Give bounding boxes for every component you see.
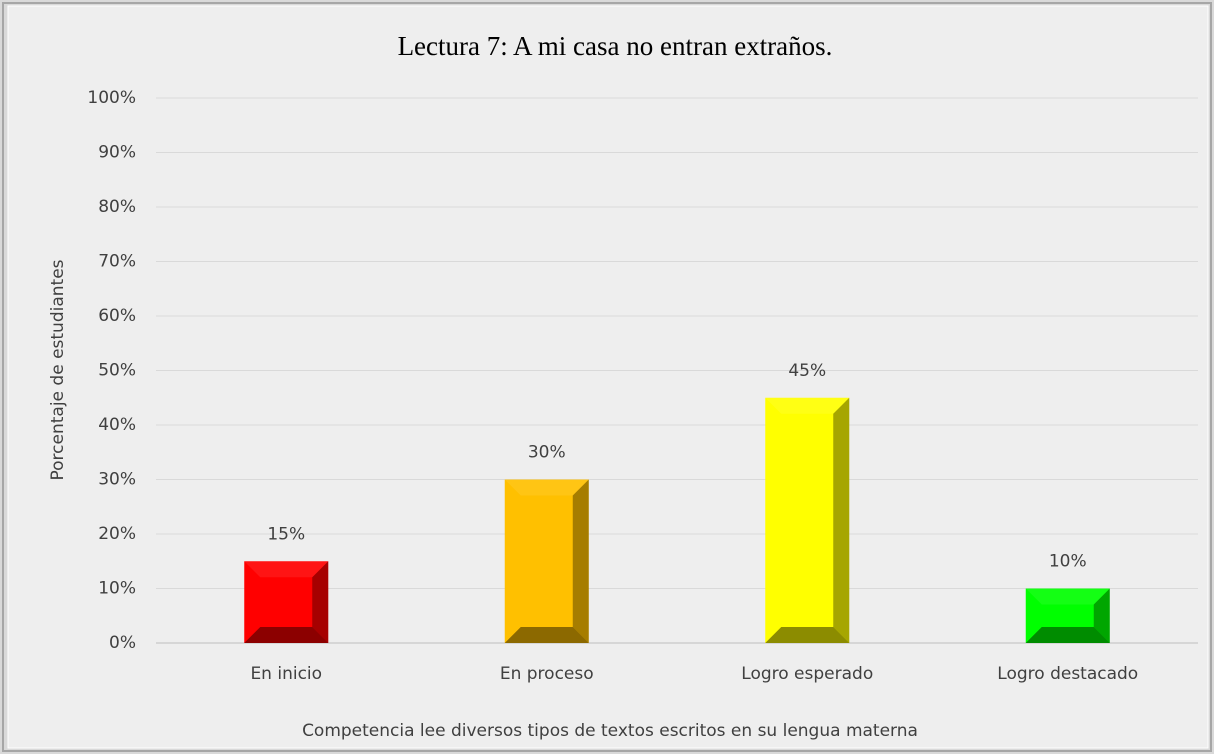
x-tick-label: En proceso — [500, 664, 594, 684]
bar-bevel — [504, 627, 589, 643]
y-tick-label: 20% — [98, 524, 136, 544]
bar-bevel — [1025, 627, 1110, 643]
y-tick-label: 90% — [98, 143, 136, 163]
y-tick-label: 70% — [98, 252, 136, 272]
bar — [765, 397, 850, 643]
bar-bevel — [1025, 588, 1110, 605]
y-tick-label: 10% — [98, 579, 136, 599]
y-tick-label: 80% — [98, 197, 136, 217]
bar-bevel — [244, 561, 329, 578]
bar — [1025, 588, 1110, 643]
x-axis-label: Competencia lee diversos tipos de textos… — [302, 721, 918, 741]
y-tick-label: 50% — [98, 361, 136, 381]
bar — [504, 479, 589, 643]
bar-bevel — [1093, 588, 1110, 643]
x-tick-label: Logro destacado — [997, 664, 1138, 684]
y-tick-label: 60% — [98, 306, 136, 326]
x-tick-label: Logro esperado — [741, 664, 873, 684]
bar-bevel — [833, 397, 850, 643]
bar-bevel — [765, 397, 850, 414]
y-tick-label: 40% — [98, 415, 136, 435]
data-label: 30% — [528, 443, 566, 463]
chart-area — [7, 5, 1209, 749]
bar-bevel — [765, 627, 850, 643]
bar-bevel — [244, 627, 329, 643]
data-label: 10% — [1049, 552, 1087, 572]
chart-title: Lectura 7: A mi casa no entran extraños. — [398, 31, 833, 61]
bar-bevel — [504, 479, 589, 496]
y-tick-label: 100% — [87, 88, 136, 108]
y-tick-label: 30% — [98, 470, 136, 490]
y-tick-label: 0% — [109, 633, 136, 653]
bar-bevel — [572, 479, 589, 643]
x-tick-label: En inicio — [250, 664, 322, 684]
bar — [244, 561, 329, 643]
data-label: 15% — [267, 524, 305, 544]
bar-bevel — [312, 561, 329, 643]
data-label: 45% — [788, 361, 826, 381]
y-axis-label: Porcentaje de estudiantes — [48, 259, 68, 480]
